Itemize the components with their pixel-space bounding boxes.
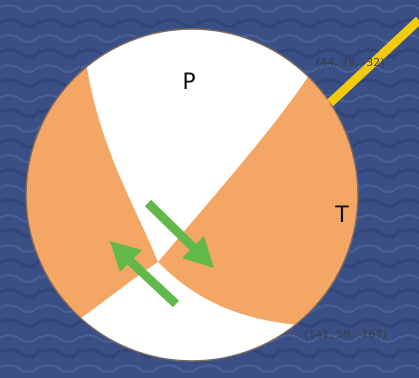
beach-ball-outline: [25, 28, 359, 362]
nodal-plane-2-label: (141, 59, -167): [304, 328, 387, 341]
nodal-plane-1-label: (44, 79, -32): [316, 56, 385, 69]
slip-arrow-lower: [110, 241, 180, 308]
slip-arrow-upper: [144, 199, 214, 268]
fault-trace-line: [326, 16, 419, 107]
beach-ball: [26, 29, 358, 361]
tension-axis-label: T: [334, 203, 349, 228]
pressure-axis-label: P: [182, 70, 195, 95]
